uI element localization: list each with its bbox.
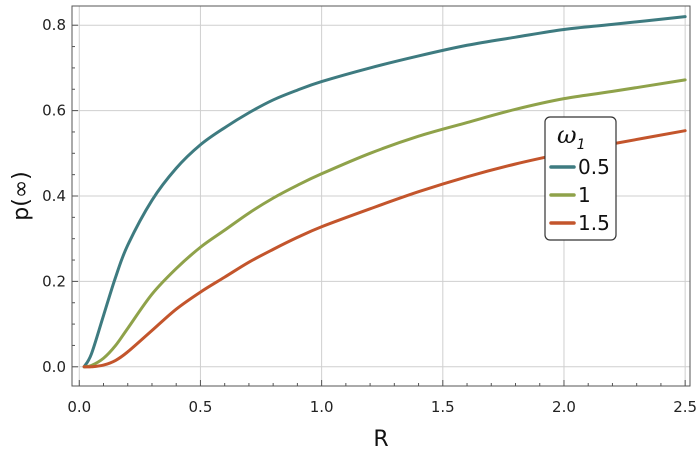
legend-label: 0.5 bbox=[578, 155, 610, 179]
x-tick-label: 1.5 bbox=[431, 398, 455, 416]
axis-ticks bbox=[72, 24, 686, 386]
series-lines bbox=[82, 15, 687, 369]
x-tick-labels: 0.0 0.5 1.0 1.5 2.0 2.5 bbox=[67, 398, 697, 416]
x-tick-label: 2.5 bbox=[673, 398, 697, 416]
x-tick-label: 0.0 bbox=[67, 398, 91, 416]
legend-label: 1 bbox=[578, 183, 591, 207]
y-tick-label: 0.6 bbox=[42, 102, 66, 120]
legend-label: 1.5 bbox=[578, 211, 610, 235]
series-line bbox=[82, 78, 687, 369]
x-tick-label: 1.0 bbox=[310, 398, 334, 416]
y-tick-labels: 0.0 0.2 0.4 0.6 0.8 bbox=[42, 16, 66, 376]
x-tick-label: 2.0 bbox=[552, 398, 576, 416]
legend-title-symbol: ω bbox=[557, 121, 577, 149]
series-line bbox=[82, 129, 687, 369]
x-axis-title: R bbox=[373, 427, 388, 452]
y-tick-label: 0.0 bbox=[42, 358, 66, 376]
legend-items: 0.5 1 1.5 bbox=[549, 155, 610, 235]
legend: ω1 0.511.5 bbox=[544, 116, 617, 241]
legend-box bbox=[544, 116, 617, 241]
legend-title-subscript: 1 bbox=[577, 137, 586, 153]
y-tick-label: 0.4 bbox=[42, 187, 66, 205]
legend-title: ω1 bbox=[557, 121, 586, 153]
x-tick-label: 0.5 bbox=[189, 398, 213, 416]
series-line bbox=[82, 15, 687, 369]
y-tick-label: 0.2 bbox=[42, 272, 66, 290]
y-tick-label: 0.8 bbox=[42, 16, 66, 34]
y-axis-title: p(∞) bbox=[9, 171, 34, 220]
